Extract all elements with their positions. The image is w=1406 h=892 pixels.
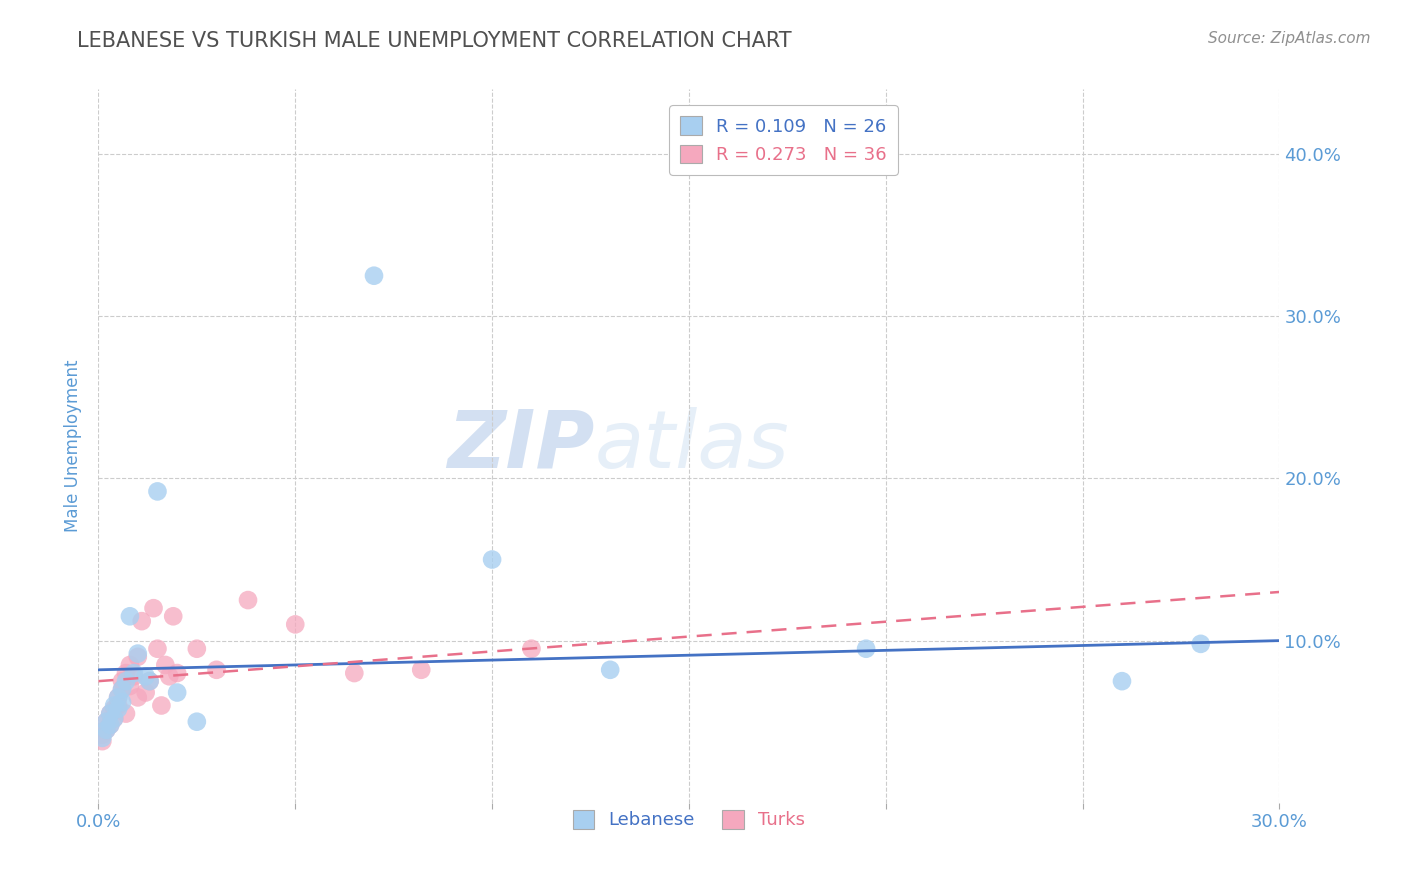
- Point: [127, 647, 149, 661]
- Text: Source: ZipAtlas.com: Source: ZipAtlas.com: [1208, 31, 1371, 46]
- Point: [135, 685, 157, 699]
- Point: [111, 682, 134, 697]
- Point: [186, 641, 208, 656]
- Point: [111, 674, 134, 689]
- Point: [236, 593, 259, 607]
- Point: [107, 690, 129, 705]
- Point: [96, 714, 118, 729]
- Point: [98, 706, 121, 721]
- Point: [103, 711, 125, 725]
- Point: [98, 706, 121, 721]
- Legend: Lebanese, Turks: Lebanese, Turks: [565, 803, 813, 837]
- Point: [205, 663, 228, 677]
- Point: [135, 669, 157, 683]
- Point: [115, 674, 138, 689]
- Point: [96, 723, 118, 737]
- Point: [343, 666, 366, 681]
- Point: [131, 614, 153, 628]
- Point: [98, 718, 121, 732]
- Point: [138, 674, 160, 689]
- Point: [118, 657, 141, 672]
- Point: [91, 734, 114, 748]
- Point: [96, 714, 118, 729]
- Point: [186, 714, 208, 729]
- Point: [122, 669, 145, 683]
- Point: [91, 731, 114, 745]
- Point: [284, 617, 307, 632]
- Point: [103, 702, 125, 716]
- Point: [107, 698, 129, 713]
- Point: [96, 723, 118, 737]
- Point: [127, 649, 149, 664]
- Point: [166, 685, 188, 699]
- Point: [111, 695, 134, 709]
- Point: [411, 663, 433, 677]
- Point: [122, 666, 145, 681]
- Point: [115, 666, 138, 681]
- Point: [138, 674, 160, 689]
- Point: [111, 682, 134, 697]
- Point: [142, 601, 165, 615]
- Point: [1111, 674, 1133, 689]
- Point: [118, 679, 141, 693]
- Point: [91, 728, 114, 742]
- Point: [520, 641, 543, 656]
- Point: [107, 702, 129, 716]
- Point: [107, 690, 129, 705]
- Y-axis label: Male Unemployment: Male Unemployment: [65, 359, 83, 533]
- Point: [115, 706, 138, 721]
- Point: [162, 609, 184, 624]
- Point: [481, 552, 503, 566]
- Point: [146, 484, 169, 499]
- Point: [363, 268, 385, 283]
- Text: LEBANESE VS TURKISH MALE UNEMPLOYMENT CORRELATION CHART: LEBANESE VS TURKISH MALE UNEMPLOYMENT CO…: [77, 31, 792, 51]
- Text: atlas: atlas: [595, 407, 789, 485]
- Text: ZIP: ZIP: [447, 407, 595, 485]
- Point: [1189, 637, 1212, 651]
- Point: [146, 641, 169, 656]
- Point: [155, 657, 177, 672]
- Point: [103, 698, 125, 713]
- Point: [157, 669, 180, 683]
- Point: [599, 663, 621, 677]
- Point: [98, 718, 121, 732]
- Point: [166, 666, 188, 681]
- Point: [118, 609, 141, 624]
- Point: [103, 711, 125, 725]
- Point: [127, 690, 149, 705]
- Point: [855, 641, 877, 656]
- Point: [150, 698, 173, 713]
